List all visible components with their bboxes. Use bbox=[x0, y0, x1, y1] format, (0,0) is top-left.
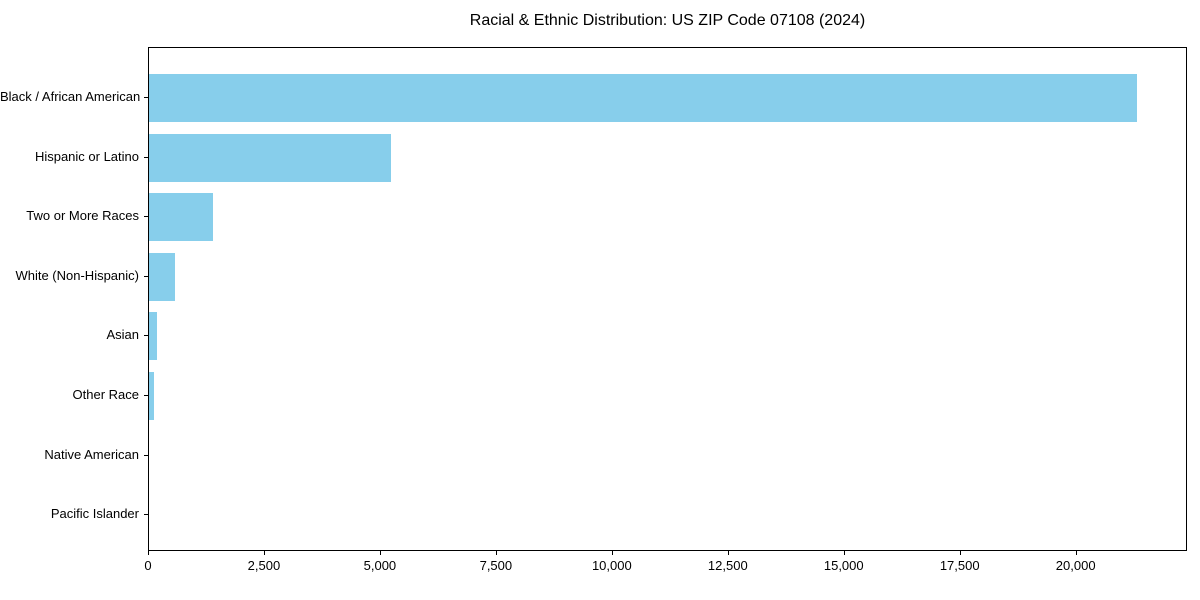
y-tick-label-pacific-islander: Pacific Islander bbox=[50, 506, 139, 522]
y-tick-mark-black-african-american bbox=[144, 97, 148, 98]
y-tick-label-asian: Asian bbox=[106, 327, 139, 343]
y-tick-mark-white-non-hispanic bbox=[144, 275, 148, 277]
x-tick-label-15000: 15,000 bbox=[823, 558, 864, 573]
y-tick-label-native-american: Native American bbox=[44, 446, 139, 462]
bar-hispanic-or-latino bbox=[149, 133, 392, 182]
bar-black-african-american bbox=[149, 74, 1137, 122]
plot-area bbox=[148, 47, 1187, 551]
x-tick-label-5000: 5,000 bbox=[363, 558, 397, 573]
x-tick-mark-0 bbox=[148, 551, 149, 555]
x-tick-label-20000: 20,000 bbox=[1055, 558, 1096, 573]
y-tick-mark-asian bbox=[144, 335, 148, 337]
x-tick-mark-15000 bbox=[843, 551, 845, 555]
bar-other-race bbox=[149, 372, 154, 420]
x-tick-label-12500: 12,500 bbox=[707, 558, 748, 573]
bar-two-or-more-races bbox=[149, 193, 213, 242]
y-tick-label-black-african-american: Black / African American bbox=[0, 89, 141, 104]
x-tick-mark-2500 bbox=[263, 551, 265, 555]
x-tick-mark-17500 bbox=[959, 551, 961, 555]
x-tick-label-17500: 17,500 bbox=[939, 558, 980, 573]
y-tick-mark-other-race bbox=[144, 395, 148, 396]
chart-title: Racial & Ethnic Distribution: US ZIP Cod… bbox=[469, 12, 866, 29]
x-tick-mark-5000 bbox=[379, 551, 381, 555]
bar-white-non-hispanic bbox=[149, 252, 175, 301]
x-tick-label-7500: 7,500 bbox=[479, 558, 513, 573]
y-tick-label-two-or-more-races: Two or More Races bbox=[26, 208, 139, 224]
x-tick-mark-7500 bbox=[495, 551, 497, 555]
x-tick-label-0: 0 bbox=[144, 558, 152, 573]
y-tick-label-other-race: Other Race bbox=[72, 387, 139, 402]
y-tick-mark-two-or-more-races bbox=[144, 216, 148, 218]
x-tick-mark-10000 bbox=[611, 551, 613, 555]
y-tick-mark-pacific-islander bbox=[144, 514, 148, 516]
y-tick-mark-native-american bbox=[144, 454, 148, 456]
y-tick-label-white-non-hispanic: White (Non-Hispanic) bbox=[15, 267, 139, 283]
bar-asian bbox=[149, 312, 157, 361]
y-tick-label-hispanic-or-latino: Hispanic or Latino bbox=[34, 148, 139, 164]
y-tick-mark-hispanic-or-latino bbox=[144, 156, 148, 158]
x-tick-mark-20000 bbox=[1075, 551, 1077, 555]
x-tick-label-2500: 2,500 bbox=[247, 558, 281, 573]
x-tick-label-10000: 10,000 bbox=[591, 558, 632, 573]
x-tick-mark-12500 bbox=[727, 551, 729, 555]
